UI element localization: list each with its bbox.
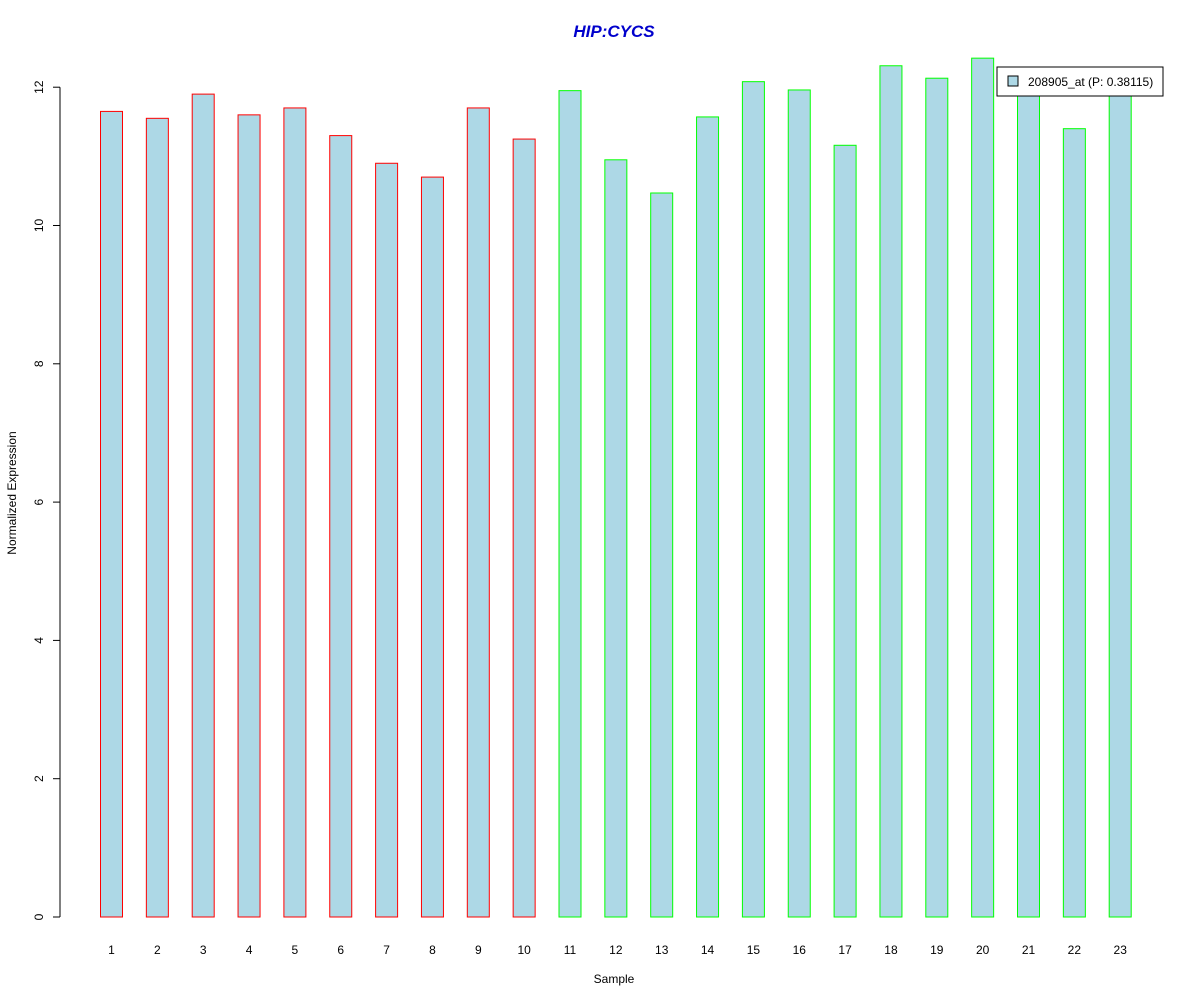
bar-sample-9 bbox=[466, 107, 490, 918]
x-tick-label: 15 bbox=[747, 943, 761, 957]
y-axis-label: Normalized Expression bbox=[5, 431, 19, 554]
x-tick-label: 10 bbox=[517, 943, 531, 957]
bars bbox=[100, 57, 1132, 918]
bar-sample-2 bbox=[145, 117, 169, 918]
bar-sample-21 bbox=[1017, 93, 1040, 918]
x-tick-label: 3 bbox=[200, 943, 207, 957]
bar-sample-4 bbox=[237, 114, 261, 918]
bar-sample-14 bbox=[696, 116, 720, 918]
bar-sample-5 bbox=[283, 107, 307, 918]
bar-sample-19 bbox=[925, 77, 949, 918]
bar-sample-11 bbox=[558, 90, 582, 918]
x-tick-label: 12 bbox=[609, 943, 623, 957]
x-tick-labels: 1 2 3 4 5 6 7 8 9 10 11 12 13 14 15 16 17 18 19 20 21 22 23 bbox=[108, 943, 1127, 957]
y-tick-label: 8 bbox=[32, 360, 46, 367]
x-tick-label: 1 bbox=[108, 943, 115, 957]
legend: 208905_at (P: 0.38115) bbox=[996, 66, 1164, 97]
x-axis-label: Sample bbox=[594, 972, 635, 986]
bar-sample-20 bbox=[971, 57, 995, 918]
bar-sample-23 bbox=[1108, 91, 1132, 918]
legend-label: 208905_at (P: 0.38115) bbox=[1028, 75, 1153, 89]
y-axis: 0 2 4 6 8 10 12 bbox=[32, 80, 61, 920]
x-tick-label: 7 bbox=[383, 943, 390, 957]
y-tick-label: 10 bbox=[32, 219, 46, 233]
bar-sample-18 bbox=[879, 65, 903, 918]
bar-sample-12 bbox=[604, 159, 628, 918]
bar-sample-6 bbox=[329, 135, 353, 918]
legend-swatch bbox=[1007, 75, 1019, 87]
y-tick-label: 2 bbox=[32, 775, 46, 782]
bar-sample-10 bbox=[512, 138, 536, 918]
bar-sample-3 bbox=[191, 93, 215, 918]
x-tick-label: 6 bbox=[337, 943, 344, 957]
y-tick-label: 6 bbox=[32, 498, 46, 505]
x-tick-label: 17 bbox=[838, 943, 852, 957]
x-tick-label: 13 bbox=[655, 943, 669, 957]
chart-title: HIP:CYCS bbox=[573, 22, 655, 41]
x-tick-label: 11 bbox=[564, 943, 577, 957]
bar-sample-22 bbox=[1062, 128, 1086, 918]
bar-sample-7 bbox=[375, 162, 399, 918]
x-tick-label: 4 bbox=[246, 943, 253, 957]
bar-sample-17 bbox=[833, 144, 857, 918]
x-tick-label: 22 bbox=[1068, 943, 1082, 957]
y-tick-label: 4 bbox=[32, 637, 46, 644]
y-tick-label: 0 bbox=[32, 913, 46, 920]
bar-sample-1 bbox=[100, 110, 123, 918]
x-tick-label: 16 bbox=[793, 943, 807, 957]
bar-sample-15 bbox=[741, 81, 765, 918]
x-tick-label: 21 bbox=[1022, 943, 1036, 957]
bar-sample-8 bbox=[420, 176, 444, 918]
legend-box bbox=[996, 66, 1164, 97]
x-tick-label: 5 bbox=[292, 943, 299, 957]
x-tick-label: 20 bbox=[976, 943, 990, 957]
bar-sample-13 bbox=[650, 192, 674, 918]
x-tick-label: 2 bbox=[154, 943, 161, 957]
y-tick-label: 12 bbox=[32, 80, 46, 94]
x-tick-label: 8 bbox=[429, 943, 436, 957]
x-tick-label: 23 bbox=[1114, 943, 1128, 957]
bar-sample-16 bbox=[787, 89, 811, 918]
x-tick-label: 19 bbox=[930, 943, 944, 957]
x-tick-label: 14 bbox=[701, 943, 715, 957]
x-tick-label: 9 bbox=[475, 943, 482, 957]
x-tick-label: 18 bbox=[884, 943, 898, 957]
